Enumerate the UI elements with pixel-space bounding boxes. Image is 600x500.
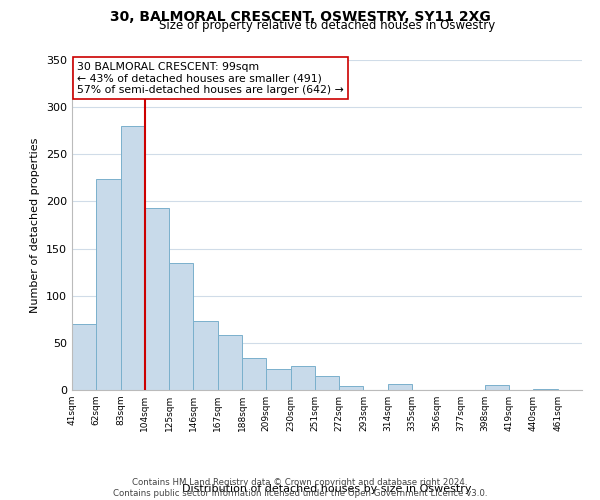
Bar: [242, 358, 266, 390]
Text: Contains HM Land Registry data © Crown copyright and database right 2024.
Contai: Contains HM Land Registry data © Crown c…: [113, 478, 487, 498]
X-axis label: Distribution of detached houses by size in Oswestry: Distribution of detached houses by size …: [182, 484, 472, 494]
Bar: [388, 384, 412, 390]
Bar: [290, 366, 315, 390]
Y-axis label: Number of detached properties: Number of detached properties: [31, 138, 40, 312]
Bar: [485, 386, 509, 390]
Bar: [121, 126, 145, 390]
Text: 30 BALMORAL CRESCENT: 99sqm
← 43% of detached houses are smaller (491)
57% of se: 30 BALMORAL CRESCENT: 99sqm ← 43% of det…: [77, 62, 344, 95]
Bar: [533, 389, 558, 390]
Title: Size of property relative to detached houses in Oswestry: Size of property relative to detached ho…: [159, 20, 495, 32]
Bar: [266, 370, 290, 390]
Bar: [315, 376, 339, 390]
Bar: [218, 336, 242, 390]
Bar: [72, 324, 96, 390]
Bar: [96, 179, 121, 390]
Bar: [339, 386, 364, 390]
Bar: [193, 321, 218, 390]
Bar: [169, 262, 193, 390]
Text: 30, BALMORAL CRESCENT, OSWESTRY, SY11 2XG: 30, BALMORAL CRESCENT, OSWESTRY, SY11 2X…: [110, 10, 490, 24]
Bar: [145, 208, 169, 390]
